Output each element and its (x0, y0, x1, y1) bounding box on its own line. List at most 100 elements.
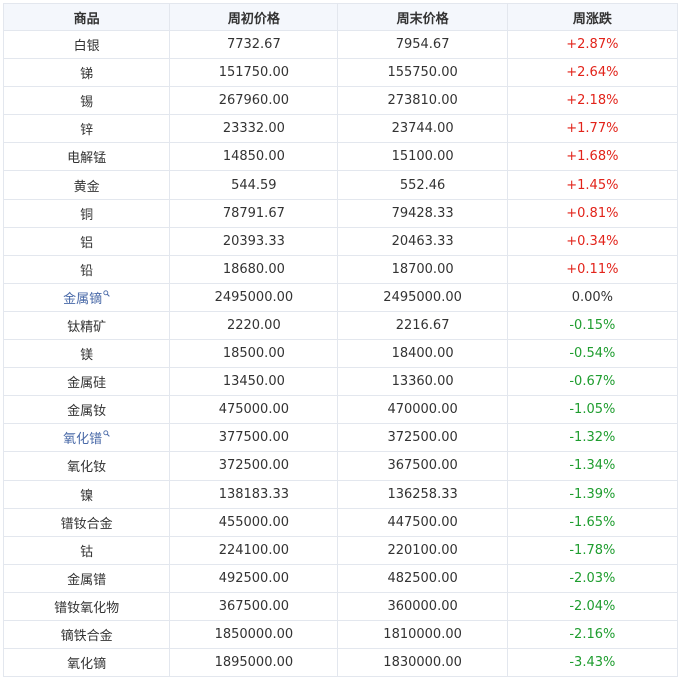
start-price-cell: 7732.67 (169, 29, 339, 60)
table-row: 白银 7732.67 7954.67 +2.87% (2, 29, 679, 60)
commodity-name-cell: 镍 (2, 479, 171, 509)
weekly-change-cell: -2.03% (506, 563, 679, 593)
end-price-cell: 372500.00 (337, 423, 508, 453)
weekly-change-cell: -1.39% (506, 479, 679, 509)
commodity-name: 氧化镝 (67, 657, 107, 673)
commodity-name-cell: 铝 (2, 226, 171, 256)
table-row: 钛精矿 2220.00 2216.67 -0.15% (2, 310, 679, 341)
table-body: 白银 7732.67 7954.67 +2.87% 锑 151750.00 155750.0… (2, 29, 679, 678)
start-price-cell: 13450.00 (169, 367, 339, 397)
start-price-cell: 1850000.00 (169, 619, 339, 650)
end-price-cell: 552.46 (337, 170, 508, 200)
commodity-name: 镁 (80, 348, 94, 364)
end-price-cell: 20463.33 (337, 226, 508, 256)
weekly-change-cell: -2.16% (506, 619, 679, 650)
commodity-name: 镨钕合金 (60, 516, 113, 532)
weekly-change-cell: 0.00% (506, 282, 679, 312)
header-commodity: 商品 (2, 3, 171, 31)
start-price-cell: 224100.00 (169, 535, 339, 565)
table-row: 锑 151750.00 155750.00 +2.64% (2, 58, 679, 88)
commodity-name: 镝铁合金 (60, 629, 113, 645)
commodity-name-cell: 铜 (2, 198, 171, 228)
weekly-change-cell: +0.81% (506, 198, 679, 228)
commodity-name: 镍 (80, 488, 94, 504)
header-weekly-change: 周涨跌 (506, 3, 679, 31)
table-row: 铝 20393.33 20463.33 +0.34% (2, 226, 679, 256)
commodity-name: 铝 (80, 235, 94, 251)
start-price-cell: 544.59 (169, 170, 339, 200)
commodity-name: 电解锰 (67, 151, 107, 167)
table-row: 钴 224100.00 220100.00 -1.78% (2, 535, 679, 565)
weekly-change-cell: -3.43% (506, 648, 679, 678)
weekly-change-cell: -2.04% (506, 591, 679, 621)
commodity-name: 黄金 (73, 179, 100, 195)
weekly-change-cell: -1.34% (506, 451, 679, 481)
table-row: 锌 23332.00 23744.00 +1.77% (2, 114, 679, 144)
weekly-change-cell: +1.45% (506, 170, 679, 200)
commodity-name: 铜 (80, 207, 94, 223)
start-price-cell: 18500.00 (169, 339, 339, 369)
search-icon[interactable] (103, 430, 110, 438)
commodity-name-cell: 镁 (2, 339, 171, 369)
start-price-cell: 23332.00 (169, 114, 339, 144)
end-price-cell: 367500.00 (337, 451, 508, 481)
weekly-change-cell: -0.15% (506, 310, 679, 341)
commodity-name-cell: 金属镨 (2, 563, 171, 593)
start-price-cell: 2220.00 (169, 310, 339, 341)
table-row: 镁 18500.00 18400.00 -0.54% (2, 339, 679, 369)
commodity-name-cell[interactable]: 氧化镨 (2, 423, 171, 453)
commodity-name-cell: 铅 (2, 254, 171, 284)
commodity-name: 钴 (80, 544, 94, 560)
commodity-name: 锡 (80, 95, 94, 111)
table-row: 镝铁合金 1850000.00 1810000.00 -2.16% (2, 619, 679, 650)
table-header-row: 商品 周初价格 周末价格 周涨跌 (2, 3, 679, 31)
weekly-change-cell: +0.11% (506, 254, 679, 284)
commodity-name-cell: 黄金 (2, 170, 171, 200)
end-price-cell: 23744.00 (337, 114, 508, 144)
commodity-name-cell: 氧化镝 (2, 648, 171, 678)
table-row: 锡 267960.00 273810.00 +2.18% (2, 86, 679, 116)
commodity-name-cell: 金属硅 (2, 367, 171, 397)
start-price-cell: 78791.67 (169, 198, 339, 228)
commodity-name-cell: 金属钕 (2, 395, 171, 425)
start-price-cell: 2495000.00 (169, 282, 339, 312)
commodity-name: 金属镨 (67, 572, 107, 588)
commodity-name-cell: 锡 (2, 86, 171, 116)
commodity-link[interactable]: 氧化镨 (63, 432, 103, 448)
table-row: 金属钕 475000.00 470000.00 -1.05% (2, 395, 679, 425)
commodity-name-cell: 氧化钕 (2, 451, 171, 481)
commodity-name-cell[interactable]: 金属镝 (2, 282, 171, 312)
start-price-cell: 372500.00 (169, 451, 339, 481)
commodity-name: 镨钕氧化物 (54, 600, 120, 616)
commodity-name: 金属硅 (67, 376, 107, 392)
search-icon[interactable] (103, 290, 110, 297)
weekly-change-cell: +2.64% (506, 58, 679, 88)
commodity-name: 锑 (80, 67, 94, 83)
commodity-name-cell: 白银 (2, 29, 171, 60)
start-price-cell: 492500.00 (169, 563, 339, 593)
start-price-cell: 455000.00 (169, 507, 339, 537)
weekly-price-table: 商品 周初价格 周末价格 周涨跌 白银 7732.67 7954.67 +2.87% 锑… (2, 3, 679, 678)
end-price-cell: 79428.33 (337, 198, 508, 228)
end-price-cell: 13360.00 (337, 367, 508, 397)
weekly-change-cell: +1.68% (506, 142, 679, 172)
commodity-name-cell: 电解锰 (2, 142, 171, 172)
commodity-name: 氧化钕 (67, 460, 107, 476)
commodity-link[interactable]: 金属镝 (63, 291, 103, 307)
commodity-name: 钛精矿 (67, 319, 107, 335)
start-price-cell: 1895000.00 (169, 648, 339, 678)
commodity-name-cell: 钴 (2, 535, 171, 565)
weekly-change-cell: -1.78% (506, 535, 679, 565)
table-row: 金属硅 13450.00 13360.00 -0.67% (2, 367, 679, 397)
table-row: 镍 138183.33 136258.33 -1.39% (2, 479, 679, 509)
end-price-cell: 447500.00 (337, 507, 508, 537)
table-row: 黄金 544.59 552.46 +1.45% (2, 170, 679, 200)
start-price-cell: 138183.33 (169, 479, 339, 509)
commodity-name: 白银 (73, 39, 100, 55)
end-price-cell: 155750.00 (337, 58, 508, 88)
weekly-change-cell: +0.34% (506, 226, 679, 256)
commodity-name: 铅 (80, 263, 94, 279)
end-price-cell: 1810000.00 (337, 619, 508, 650)
table-row: 氧化钕 372500.00 367500.00 -1.34% (2, 451, 679, 481)
weekly-change-cell: +2.87% (506, 29, 679, 60)
